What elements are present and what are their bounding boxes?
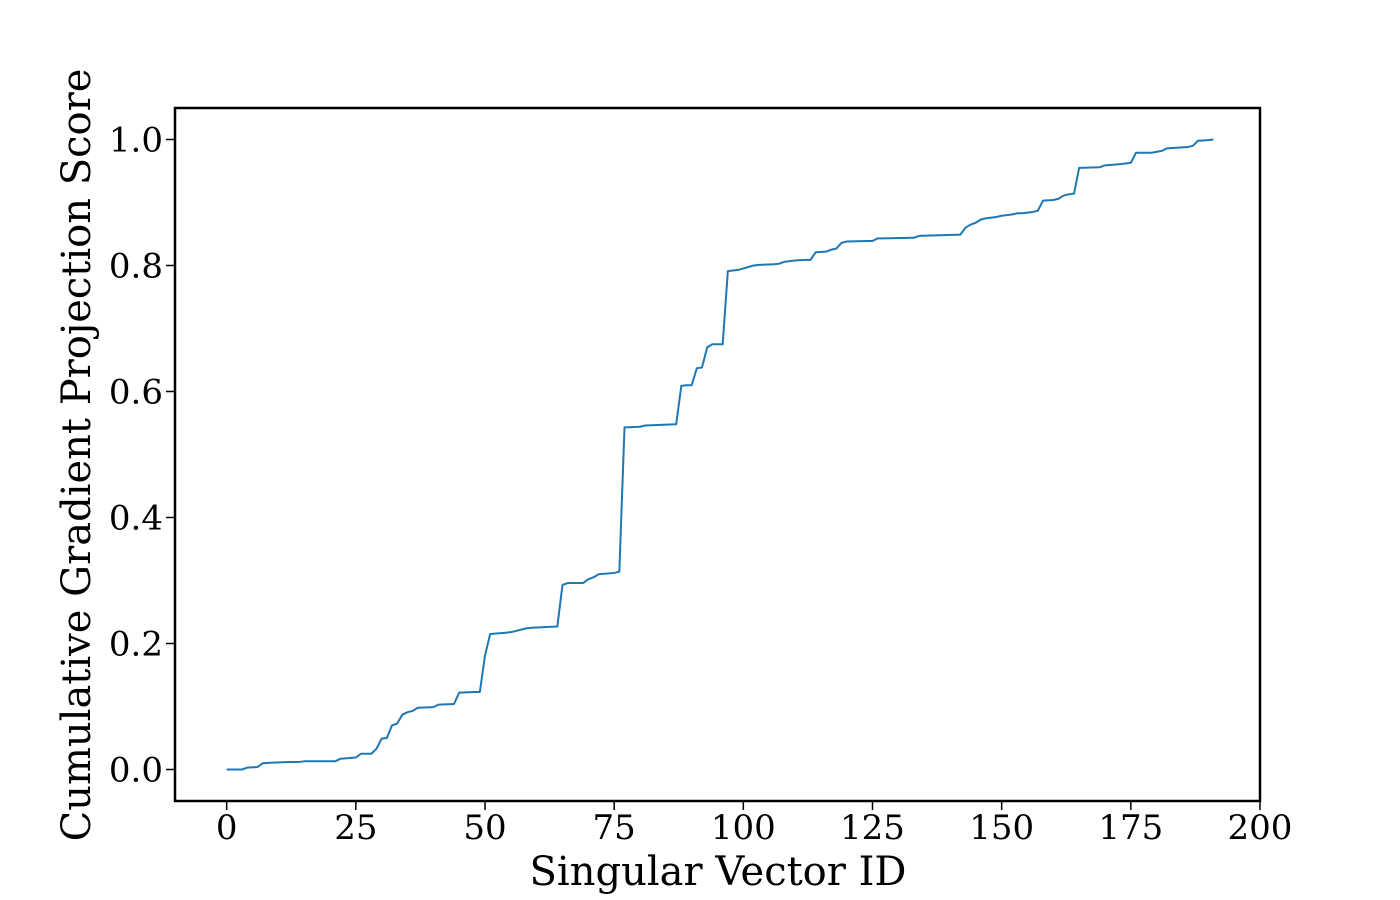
plot-area	[173, 106, 1262, 803]
x-tick-label: 0	[216, 808, 238, 848]
y-tick-label: 1.0	[109, 121, 163, 161]
y-tick-label: 0.2	[109, 625, 163, 665]
x-tick-label: 150	[969, 808, 1034, 848]
y-tick-label: 0.0	[109, 751, 163, 791]
y-axis: 0.0 0.2 0.4 0.6 0.8 1.0	[109, 121, 175, 791]
y-axis-label: Cumulative Gradient Projection Score	[54, 69, 100, 842]
y-tick-label: 0.8	[109, 247, 163, 287]
y-tick-label: 0.4	[109, 499, 163, 539]
x-tick-label: 50	[463, 808, 506, 848]
series-line-0	[226, 138, 1214, 771]
x-axis-label: Singular Vector ID	[530, 849, 907, 895]
x-tick-label: 75	[593, 808, 636, 848]
y-tick-label: 0.6	[109, 373, 163, 413]
x-tick-label: 125	[840, 808, 905, 848]
x-tick-label: 200	[1228, 808, 1293, 848]
x-tick-label: 100	[711, 808, 776, 848]
plot-frame	[173, 106, 1262, 803]
x-tick-label: 175	[1098, 808, 1163, 848]
x-axis: 0 25 50 75 100 125 150 175 200	[216, 801, 1293, 848]
x-tick-label: 25	[334, 808, 377, 848]
